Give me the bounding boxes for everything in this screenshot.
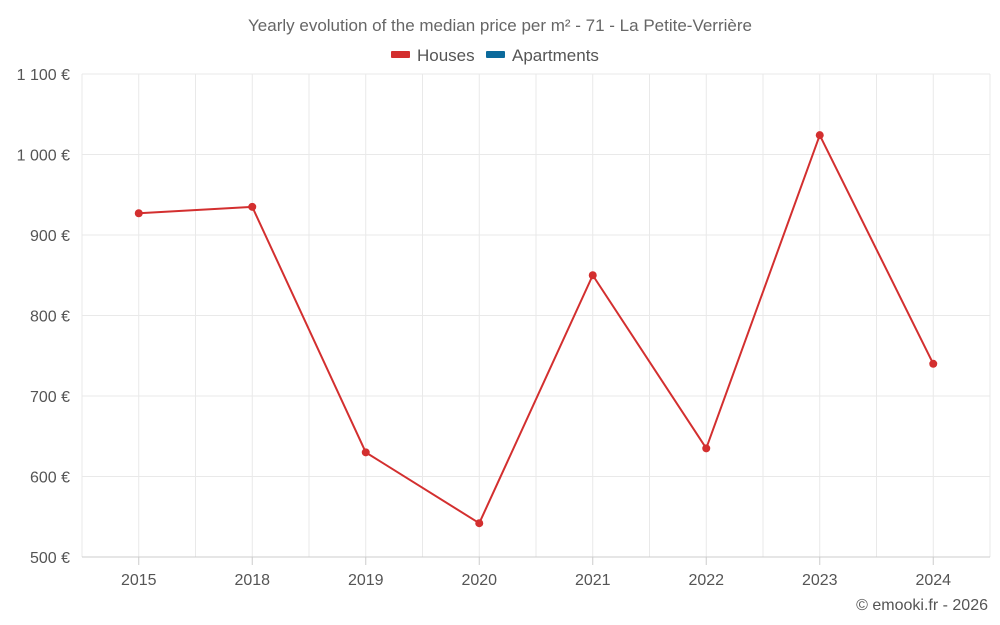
data-point-houses[interactable]: [361, 448, 370, 457]
legend-item-apartments[interactable]: Apartments: [486, 46, 599, 65]
legend-label-apartments: Apartments: [512, 46, 599, 65]
chart-title: Yearly evolution of the median price per…: [248, 16, 752, 35]
y-tick-label: 500 €: [30, 550, 70, 567]
data-point-houses[interactable]: [475, 519, 484, 528]
y-tick-label: 700 €: [30, 389, 70, 406]
x-axis-ticks: 2015 2018 2019 2020 2021 2022 2023 2024: [121, 557, 951, 589]
legend-label-houses: Houses: [417, 46, 475, 65]
data-point-houses[interactable]: [134, 209, 143, 218]
y-tick-label: 1 100 €: [17, 67, 70, 84]
x-tick-label: 2023: [802, 572, 838, 589]
data-point-houses[interactable]: [929, 359, 938, 368]
legend-item-houses[interactable]: Houses: [391, 46, 475, 65]
credit-text: © emooki.fr - 2026: [856, 597, 988, 614]
x-tick-label: 2024: [915, 572, 951, 589]
y-axis-ticks: 500 € 600 € 700 € 800 € 900 € 1 000 € 1 100 €: [17, 67, 70, 567]
y-tick-label: 600 €: [30, 470, 70, 487]
legend-swatch-houses: [391, 51, 410, 58]
data-point-houses[interactable]: [248, 202, 257, 211]
x-tick-label: 2015: [121, 572, 157, 589]
x-tick-label: 2022: [688, 572, 724, 589]
x-tick-label: 2018: [234, 572, 270, 589]
data-point-houses[interactable]: [588, 271, 597, 280]
y-tick-label: 900 €: [30, 228, 70, 245]
x-tick-label: 2019: [348, 572, 384, 589]
series-line-houses: [138, 134, 935, 525]
y-tick-label: 1 000 €: [17, 148, 70, 165]
x-tick-label: 2020: [461, 572, 497, 589]
x-tick-label: 2021: [575, 572, 611, 589]
data-point-houses[interactable]: [702, 444, 711, 453]
data-point-houses[interactable]: [815, 131, 824, 140]
series-houses: [134, 131, 938, 528]
y-tick-label: 800 €: [30, 309, 70, 326]
legend-swatch-apartments: [486, 51, 505, 58]
gridlines: [81, 73, 991, 557]
legend: Houses Apartments: [391, 46, 599, 65]
